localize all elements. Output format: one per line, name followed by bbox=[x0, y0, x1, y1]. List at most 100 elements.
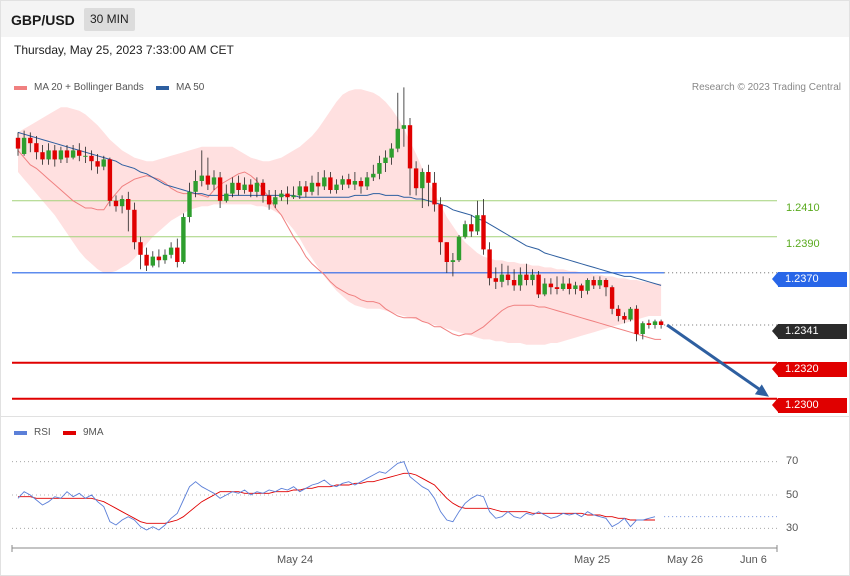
candle bbox=[150, 251, 155, 268]
candle-body bbox=[554, 287, 560, 289]
candle-body bbox=[579, 285, 584, 291]
candle bbox=[205, 157, 211, 190]
level-badge-last-price: 1.2341 bbox=[772, 324, 847, 339]
candle bbox=[585, 278, 590, 295]
candle bbox=[567, 278, 572, 295]
candle-body bbox=[230, 182, 235, 194]
x-tick-may24: May 24 bbox=[277, 554, 314, 566]
candle bbox=[407, 118, 413, 196]
candle-body bbox=[616, 308, 621, 316]
candle bbox=[530, 269, 535, 286]
candle bbox=[260, 179, 266, 203]
candle bbox=[505, 265, 511, 286]
candle bbox=[524, 263, 529, 286]
candle-body bbox=[487, 249, 492, 279]
candle-body bbox=[438, 204, 443, 243]
legend-ma50-label: MA 50 bbox=[176, 82, 205, 93]
candle-body bbox=[640, 323, 645, 334]
candle-body bbox=[542, 283, 547, 295]
candle bbox=[456, 235, 462, 262]
candle-body bbox=[450, 260, 456, 262]
candle-body bbox=[328, 177, 333, 190]
legend-rsi-label: RSI bbox=[34, 427, 51, 438]
candle-body bbox=[322, 177, 327, 187]
candle bbox=[217, 172, 223, 208]
chart-header: GBP/USD 30 MIN bbox=[1, 1, 849, 37]
level-label-r1: 1.2390 bbox=[786, 238, 820, 250]
candle bbox=[162, 249, 168, 264]
candle-body bbox=[83, 155, 88, 157]
candle bbox=[548, 278, 554, 295]
candle bbox=[560, 276, 566, 291]
forecast-arrow-head bbox=[754, 384, 769, 397]
candle bbox=[462, 220, 468, 239]
candle-body bbox=[77, 150, 82, 156]
candle-body bbox=[364, 177, 370, 187]
candle bbox=[40, 145, 45, 165]
candle-body bbox=[420, 172, 425, 189]
candle bbox=[34, 136, 39, 160]
candle bbox=[658, 319, 664, 329]
candle-body bbox=[193, 181, 198, 192]
candle-body bbox=[622, 316, 627, 320]
candle bbox=[315, 172, 321, 196]
candle-body bbox=[358, 181, 364, 187]
candle bbox=[236, 175, 241, 196]
candle bbox=[420, 168, 425, 208]
candle-body bbox=[205, 175, 211, 185]
candle-body bbox=[242, 184, 247, 190]
candle-body bbox=[107, 159, 113, 201]
ma50-line bbox=[17, 131, 662, 286]
candle bbox=[469, 215, 474, 237]
candle bbox=[603, 278, 609, 297]
candle-body bbox=[518, 274, 523, 286]
candle-body bbox=[297, 186, 302, 196]
candle bbox=[297, 181, 302, 199]
candle bbox=[58, 146, 64, 163]
candle-body bbox=[407, 125, 413, 169]
candle-body bbox=[585, 280, 590, 291]
candle-body bbox=[646, 323, 652, 325]
candle-body bbox=[34, 143, 39, 153]
candle-body bbox=[291, 195, 296, 198]
legend-rsi-ma-label: 9MA bbox=[83, 427, 104, 438]
candle bbox=[15, 132, 21, 156]
candle bbox=[383, 150, 388, 172]
candle bbox=[156, 249, 162, 268]
candle bbox=[285, 186, 290, 205]
candle-body bbox=[481, 215, 486, 250]
candle-body bbox=[628, 308, 633, 320]
candle-body bbox=[456, 236, 462, 261]
candle-body bbox=[334, 184, 339, 190]
candle-body bbox=[603, 280, 609, 288]
candle bbox=[291, 186, 296, 199]
legend-ma50: MA 50 bbox=[156, 82, 204, 93]
x-tick-may25: May 25 bbox=[574, 554, 611, 566]
candle bbox=[309, 175, 315, 196]
candle bbox=[28, 132, 33, 153]
candle bbox=[628, 307, 633, 322]
candle-body bbox=[573, 285, 578, 289]
panel-separator bbox=[1, 416, 849, 417]
legend-ma20-label: MA 20 + Bollinger Bands bbox=[34, 82, 144, 93]
candle-body bbox=[156, 256, 162, 261]
rsi-ma-swatch bbox=[63, 430, 76, 435]
candle-body bbox=[236, 182, 241, 190]
candle bbox=[303, 181, 309, 198]
candle-body bbox=[175, 247, 180, 262]
candle bbox=[242, 177, 247, 194]
candle-body bbox=[383, 157, 388, 163]
candle-body bbox=[591, 280, 596, 286]
candle-body bbox=[52, 150, 57, 160]
rsi-tick-30: 30 bbox=[786, 522, 799, 534]
candle bbox=[279, 190, 284, 201]
chart-datetime: Thursday, May 25, 2023 7:33:00 AM CET bbox=[14, 43, 234, 57]
candle bbox=[536, 271, 541, 298]
timeframe-button[interactable]: 30 MIN bbox=[84, 8, 135, 31]
candle bbox=[168, 242, 174, 259]
candle bbox=[46, 143, 51, 165]
candle-body bbox=[21, 137, 27, 154]
candle-body bbox=[401, 125, 407, 129]
candle bbox=[634, 305, 639, 342]
